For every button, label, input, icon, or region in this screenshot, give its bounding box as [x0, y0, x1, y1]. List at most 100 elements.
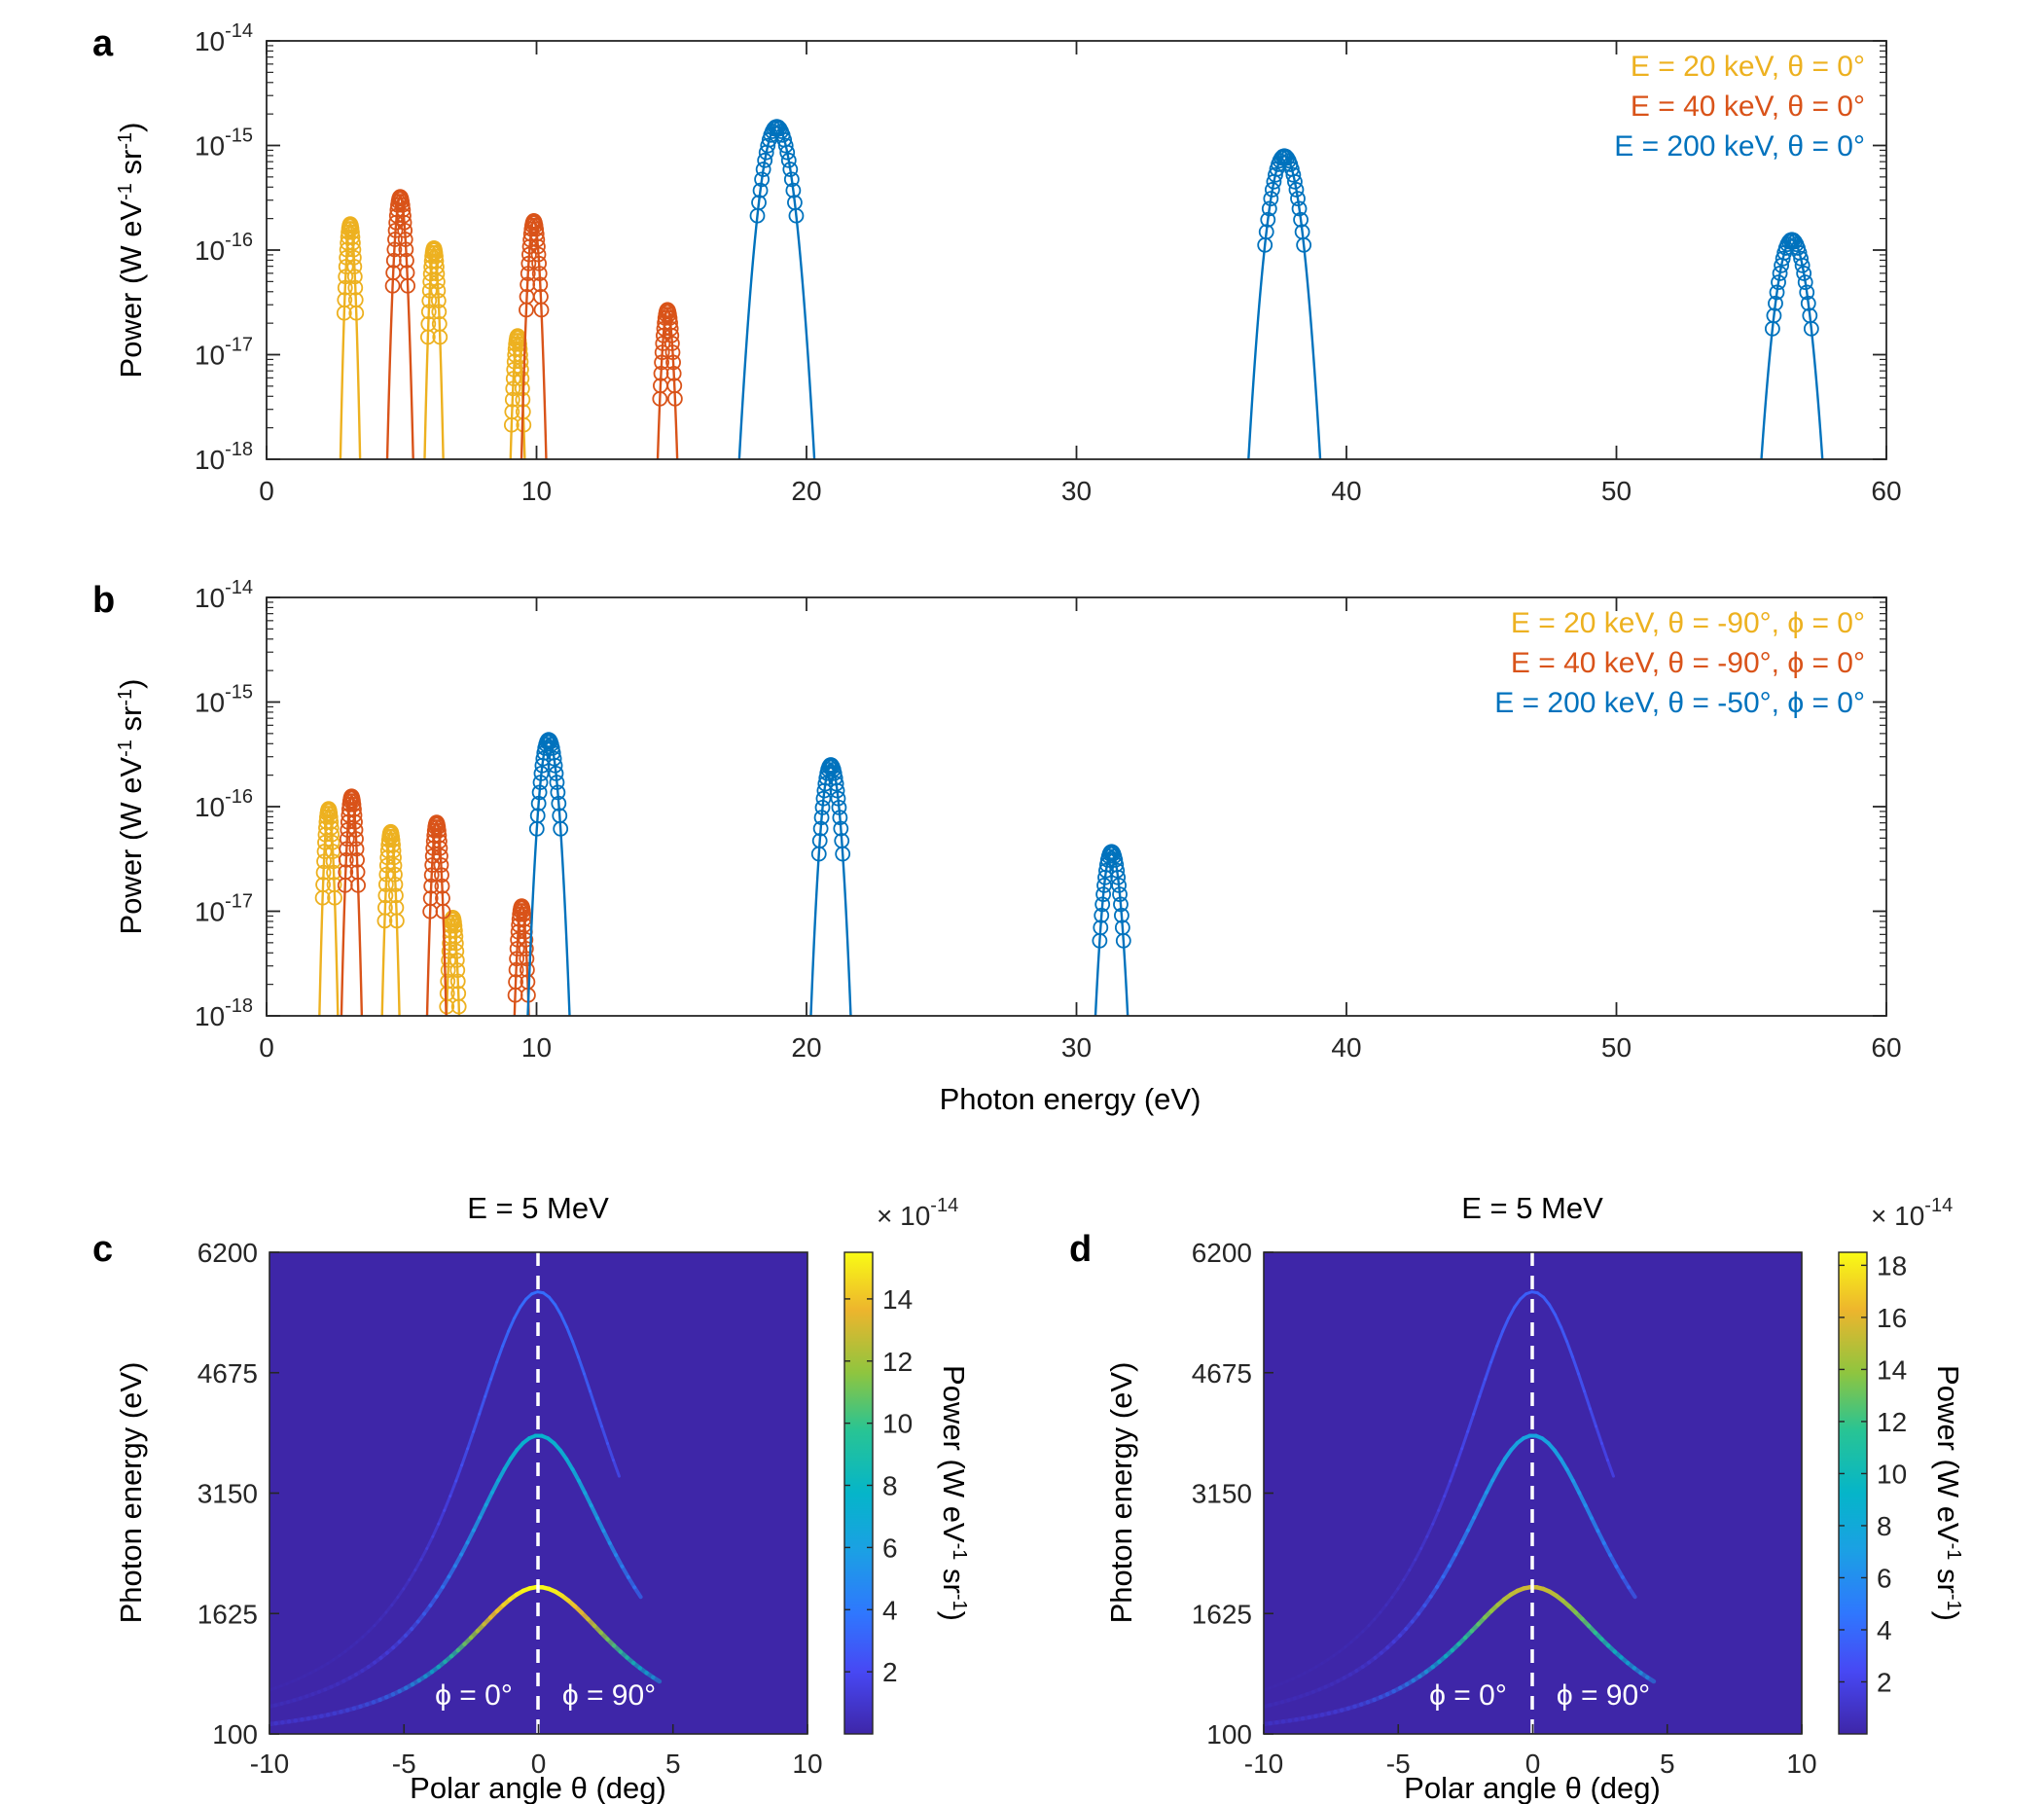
data-point-yellow — [448, 928, 464, 945]
harmonic-arc-3-segment — [273, 1684, 283, 1690]
y-tick-label: 3150 — [1192, 1479, 1252, 1509]
data-point-yellow — [440, 973, 456, 990]
harmonic-arc-2-segment — [1317, 1684, 1328, 1692]
data-point-red — [663, 320, 679, 337]
harmonic-arc-2-segment — [1564, 1467, 1575, 1483]
data-point-blue — [1793, 250, 1809, 267]
colorbar-tick-label: 6 — [1877, 1563, 1892, 1593]
data-point-yellow — [344, 224, 360, 240]
harmonic-arc-2-segment — [1348, 1669, 1359, 1677]
harmonic-arc-3-segment — [373, 1617, 382, 1628]
harmonic-arc-2-segment — [632, 1585, 643, 1600]
data-point-yellow — [428, 253, 445, 270]
harmonic-arc-2-segment — [316, 1687, 328, 1694]
harmonic-arc-1-segment — [397, 1685, 409, 1694]
harmonic-arc-3-segment — [1408, 1558, 1417, 1572]
harmonic-arc-2-segment — [1596, 1529, 1606, 1545]
harmonic-arc-2-segment — [1570, 1478, 1582, 1496]
data-point-yellow — [513, 353, 529, 370]
data-point-blue — [812, 820, 829, 837]
series-line-blue — [526, 738, 571, 1016]
data-point-blue — [1268, 166, 1283, 183]
data-point-yellow — [429, 266, 446, 282]
colorbar-gradient — [1838, 1251, 1868, 1735]
x-tick-label: -5 — [392, 1749, 416, 1779]
data-point-red — [387, 232, 403, 247]
harmonic-arc-2-segment — [620, 1564, 630, 1579]
colorbar-tick-label: 4 — [1877, 1615, 1892, 1645]
data-point-blue — [1291, 200, 1308, 217]
harmonic-arc-3-segment — [413, 1558, 423, 1572]
harmonic-arc-1-segment — [1287, 1717, 1299, 1723]
harmonic-arc-3-segment — [1396, 1578, 1406, 1591]
data-point-yellow — [344, 235, 361, 251]
harmonic-arc-2-segment — [1299, 1692, 1309, 1699]
harmonic-arc-3-segment — [1583, 1389, 1592, 1411]
data-point-yellow — [420, 315, 437, 332]
data-point-red — [396, 207, 412, 224]
harmonic-arc-1-segment — [1313, 1713, 1325, 1718]
data-point-blue — [1296, 236, 1312, 253]
data-point-yellow — [324, 826, 341, 843]
harmonic-arc-2-segment — [1264, 1703, 1273, 1709]
x-tick-label: 0 — [259, 1032, 274, 1063]
harmonic-arc-3-segment — [308, 1668, 318, 1676]
data-point-blue — [1803, 320, 1819, 337]
data-point-blue — [1293, 211, 1309, 228]
y-tick-label: 10-16 — [195, 786, 253, 822]
colorbar-tick-label: 4 — [882, 1595, 898, 1625]
data-point-yellow — [327, 889, 342, 906]
data-point-red — [398, 241, 414, 258]
series-line-red — [656, 308, 679, 459]
harmonic-arc-2-segment — [1329, 1678, 1341, 1686]
harmonic-arc-2-segment — [1354, 1664, 1365, 1674]
harmonic-arc-2-segment — [310, 1689, 321, 1697]
data-point-blue — [1800, 295, 1816, 311]
harmonic-arc-3-segment — [1554, 1313, 1563, 1329]
legend-b: E = 20 keV, θ = -90°, ϕ = 0° E = 40 keV, … — [1494, 607, 1865, 719]
harmonic-arc-3-segment — [1314, 1661, 1324, 1669]
x-tick-label: 20 — [791, 1032, 821, 1063]
data-point-blue — [551, 795, 567, 812]
series-line-red — [385, 195, 414, 459]
harmonic-arc-2-segment — [384, 1645, 396, 1655]
harmonic-arc-2-segment — [607, 1540, 619, 1558]
data-point-red — [528, 221, 545, 237]
harmonic-arc-2-segment — [366, 1660, 377, 1669]
data-point-blue — [752, 182, 769, 198]
colorbar-multiplier: × 10-14 — [1871, 1195, 1953, 1231]
harmonic-arc-3-segment — [419, 1547, 429, 1562]
harmonic-arc-3-segment — [1320, 1658, 1330, 1665]
harmonic-arc-1-segment — [344, 1706, 357, 1713]
harmonic-arc-1-segment — [1379, 1692, 1390, 1700]
data-point-red — [530, 246, 547, 263]
harmonic-arc-3-segment — [1291, 1674, 1301, 1680]
data-point-yellow — [431, 304, 448, 320]
data-point-red — [666, 390, 683, 407]
data-point-blue — [1277, 148, 1294, 164]
data-point-blue — [829, 782, 845, 799]
harmonic-arc-3-segment — [565, 1325, 575, 1344]
data-point-red — [396, 214, 412, 231]
panel-label-d: d — [1069, 1229, 1092, 1270]
harmonic-arc-2-segment — [269, 1703, 278, 1709]
harmonic-arc-2-segment — [329, 1681, 340, 1689]
harmonic-arc-1-segment — [358, 1702, 370, 1710]
phi-left-label-d: ϕ = 0° — [1429, 1679, 1507, 1712]
harmonic-arc-1-segment — [1398, 1681, 1410, 1690]
data-point-blue — [1115, 932, 1131, 949]
harmonic-arc-3-segment — [454, 1463, 464, 1483]
colorbar-tick-label: 2 — [1877, 1667, 1892, 1697]
harmonic-arc-2-segment — [614, 1553, 625, 1569]
data-point-red — [665, 354, 681, 371]
harmonic-arc-2-segment — [1373, 1650, 1383, 1660]
harmonic-arc-1-segment — [1333, 1708, 1345, 1714]
data-point-red — [520, 255, 537, 271]
data-point-yellow — [421, 282, 438, 299]
series-line-yellow — [318, 807, 340, 1016]
harmonic-arc-3-segment — [1309, 1665, 1318, 1672]
harmonic-arc-2-segment — [1379, 1645, 1390, 1655]
data-point-yellow — [440, 962, 456, 979]
harmonic-arc-3-segment — [338, 1649, 347, 1658]
